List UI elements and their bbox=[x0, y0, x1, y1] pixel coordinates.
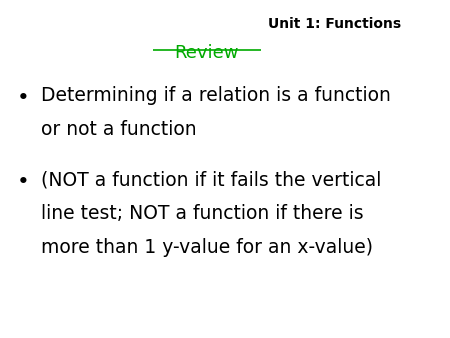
Text: Review: Review bbox=[175, 44, 239, 62]
Text: •: • bbox=[17, 88, 29, 108]
Text: line test; NOT a function if there is: line test; NOT a function if there is bbox=[41, 204, 364, 223]
Text: •: • bbox=[17, 172, 29, 192]
Text: more than 1 y-value for an x-value): more than 1 y-value for an x-value) bbox=[41, 238, 374, 257]
Text: (NOT a function if it fails the vertical: (NOT a function if it fails the vertical bbox=[41, 171, 382, 190]
Text: or not a function: or not a function bbox=[41, 120, 197, 139]
Text: Unit 1: Functions: Unit 1: Functions bbox=[269, 17, 401, 31]
Text: Determining if a relation is a function: Determining if a relation is a function bbox=[41, 86, 391, 105]
